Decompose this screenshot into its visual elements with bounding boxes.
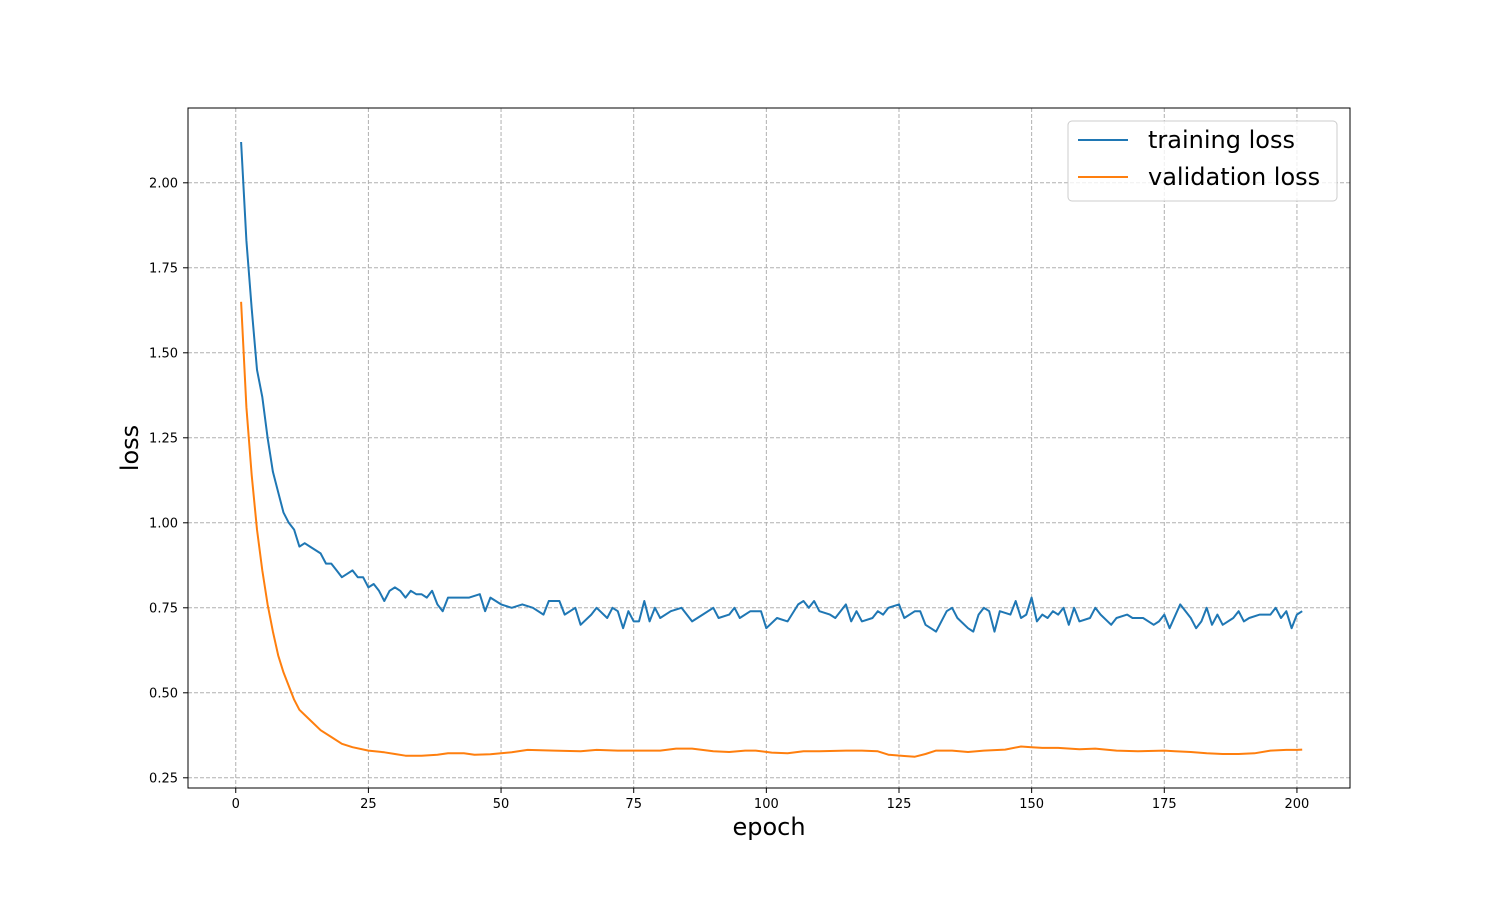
y-tick-label: 1.00 bbox=[149, 516, 178, 531]
x-axis-ticks: 0 25 50 75 100 125 150 175 200 bbox=[232, 788, 1310, 812]
x-tick-label: 0 bbox=[232, 797, 240, 812]
series-lines bbox=[240, 141, 1303, 758]
x-tick-label: 75 bbox=[625, 797, 642, 812]
grid-lines bbox=[188, 108, 1350, 788]
x-axis-label: epoch bbox=[732, 813, 805, 841]
x-tick-label: 100 bbox=[754, 797, 779, 812]
y-tick-label: 2.00 bbox=[149, 176, 178, 191]
y-tick-label: 0.75 bbox=[149, 601, 178, 616]
x-tick-label: 150 bbox=[1019, 797, 1044, 812]
y-tick-label: 0.50 bbox=[149, 686, 178, 701]
x-tick-label: 50 bbox=[493, 797, 510, 812]
legend-label: training loss bbox=[1148, 126, 1295, 154]
series-line-1 bbox=[240, 141, 1303, 633]
y-axis-label: loss bbox=[116, 425, 144, 471]
plot-frame bbox=[187, 107, 1351, 789]
x-tick-label: 175 bbox=[1152, 797, 1177, 812]
y-tick-label: 0.25 bbox=[149, 771, 178, 786]
y-axis-ticks: 0.25 0.50 0.75 1.00 1.25 1.50 1.75 2.00 bbox=[149, 176, 188, 786]
legend-box bbox=[1067, 120, 1338, 202]
legend-label: validation loss bbox=[1148, 163, 1320, 191]
legend: training loss validation loss bbox=[1067, 120, 1338, 202]
y-tick-label: 1.75 bbox=[149, 261, 178, 276]
x-tick-label: 200 bbox=[1285, 797, 1310, 812]
x-tick-label: 125 bbox=[887, 797, 912, 812]
y-tick-label: 1.50 bbox=[149, 346, 178, 361]
series-line-2 bbox=[240, 301, 1303, 758]
y-tick-label: 1.25 bbox=[149, 431, 178, 446]
x-tick-label: 25 bbox=[360, 797, 377, 812]
